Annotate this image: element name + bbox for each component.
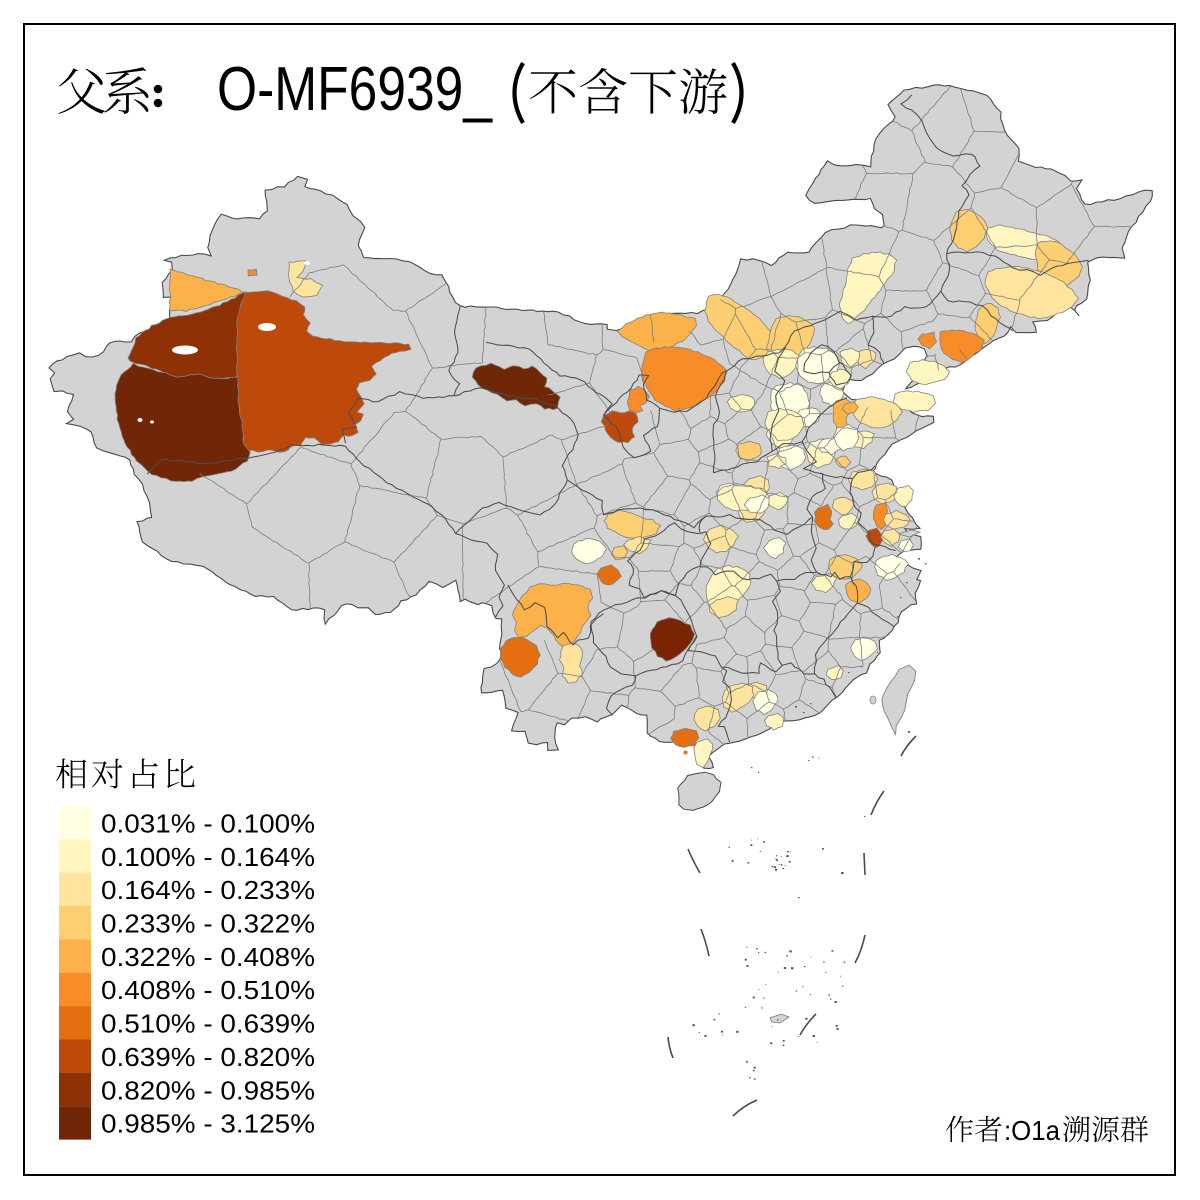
svg-text:0.100% - 0.164%: 0.100% - 0.164%	[101, 842, 315, 872]
svg-text::O1a: :O1a	[1004, 1115, 1060, 1146]
svg-text:0.985% - 3.125%: 0.985% - 3.125%	[101, 1109, 315, 1139]
svg-text:O-MF6939_: O-MF6939_	[217, 55, 493, 124]
svg-text:0.322% - 0.408%: 0.322% - 0.408%	[101, 942, 315, 972]
svg-text:0.031% - 0.100%: 0.031% - 0.100%	[101, 809, 315, 839]
svg-text:0.820% - 0.985%: 0.820% - 0.985%	[101, 1075, 315, 1105]
svg-text:0.233% - 0.322%: 0.233% - 0.322%	[101, 909, 315, 939]
svg-text:0.164% - 0.233%: 0.164% - 0.233%	[101, 875, 315, 905]
svg-text:0.639% - 0.820%: 0.639% - 0.820%	[101, 1042, 315, 1072]
svg-text:0.408% - 0.510%: 0.408% - 0.510%	[101, 975, 315, 1005]
svg-text:0.510% - 0.639%: 0.510% - 0.639%	[101, 1009, 315, 1039]
